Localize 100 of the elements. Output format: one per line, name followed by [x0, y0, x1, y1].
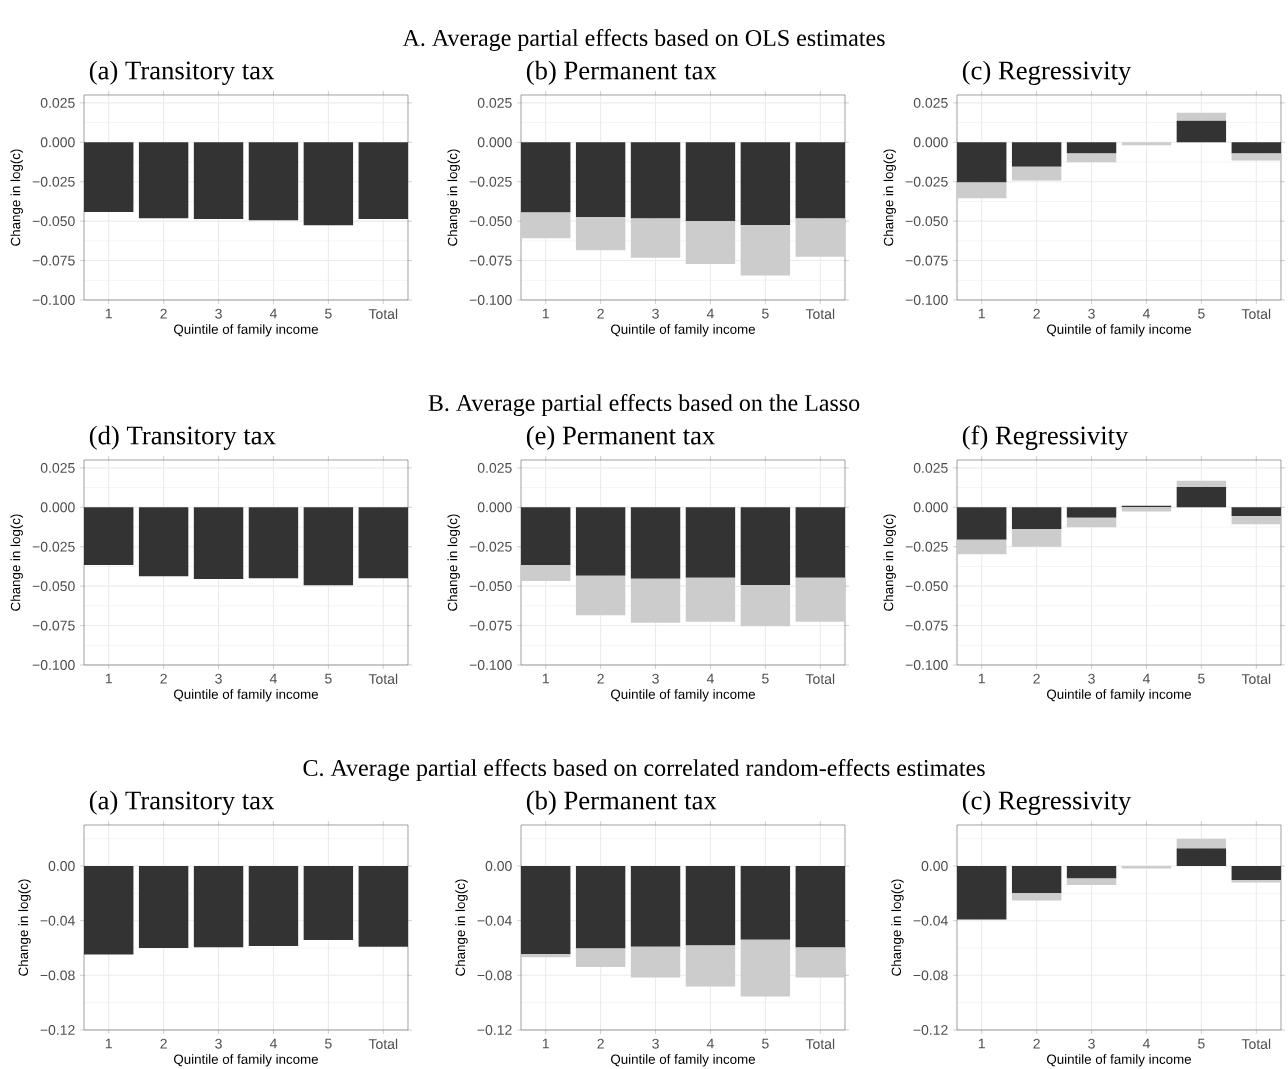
bar [521, 142, 571, 213]
bar [740, 939, 791, 997]
bar [740, 224, 791, 276]
bar [1121, 507, 1172, 512]
x-tick-label: 5 [325, 1038, 332, 1049]
bar [1066, 517, 1117, 528]
y-tick-label: −0.075 [32, 620, 75, 631]
y-tick-label: 0.025 [913, 97, 948, 108]
bar [740, 507, 791, 585]
bar [630, 946, 681, 978]
x-axis-title: Quintile of family income [1047, 689, 1191, 702]
x-tick-label: 1 [105, 1038, 112, 1049]
bar [575, 217, 626, 251]
bar [1231, 507, 1281, 516]
bar [1231, 880, 1281, 883]
y-tick-label: 0.025 [477, 462, 512, 473]
y-tick-label: −0.050 [469, 216, 512, 227]
x-tick-label: 1 [978, 308, 985, 319]
x-tick-label: 4 [269, 1038, 277, 1049]
x-tick-label: 4 [1142, 1038, 1150, 1049]
bar [1066, 866, 1117, 879]
y-tick-label: −0.08 [40, 970, 75, 981]
bar [1066, 153, 1117, 163]
y-axis-title: Change in log(c) [447, 514, 460, 611]
x-tick-label: 2 [1033, 308, 1040, 319]
x-tick-label: 4 [706, 673, 714, 684]
bar [1231, 866, 1281, 881]
x-tick-label: 4 [706, 1038, 714, 1049]
y-tick-label: −0.025 [905, 176, 948, 187]
y-tick-label: −0.12 [477, 1025, 512, 1035]
y-tick-label: 0.000 [477, 137, 512, 148]
x-tick-label: 3 [652, 1038, 659, 1049]
chart-title: (b) Permanent tax [526, 60, 717, 85]
x-tick-label: Total [1241, 673, 1271, 684]
x-tick-label: Total [368, 308, 398, 319]
y-tick-label: −0.025 [32, 176, 75, 187]
x-tick-label: 3 [215, 673, 222, 684]
y-tick-label: 0.000 [40, 137, 75, 148]
x-tick-label: 1 [542, 1038, 549, 1049]
bar [957, 539, 1007, 555]
bar [1231, 515, 1281, 525]
y-tick-label: 0.025 [40, 97, 75, 108]
y-tick-label: 0.00 [485, 861, 512, 871]
bar [740, 142, 791, 225]
bar [1176, 480, 1227, 487]
bar [575, 866, 626, 949]
y-tick-label: −0.100 [469, 295, 512, 305]
x-tick-label: 4 [269, 308, 277, 319]
x-tick-label: 2 [160, 1038, 167, 1049]
y-axis-title: Change in log(c) [891, 879, 904, 976]
x-tick-label: 1 [542, 308, 549, 319]
x-tick-label: 1 [542, 673, 549, 684]
bar [1176, 112, 1227, 121]
x-tick-label: 3 [1088, 673, 1095, 684]
text: C. Average partial effects based on correlated random-effects estimates [303, 758, 985, 782]
x-tick-label: 5 [325, 673, 332, 684]
y-tick-label: −0.08 [477, 970, 512, 981]
x-axis-title: Quintile of family income [174, 324, 318, 337]
x-tick-label: 3 [1088, 308, 1095, 319]
bar [1066, 507, 1117, 518]
x-tick-label: Total [805, 673, 835, 684]
bar [1011, 893, 1062, 901]
y-tick-label: −0.100 [32, 295, 75, 305]
y-axis-title: Change in log(c) [10, 514, 23, 611]
y-tick-label: −0.050 [32, 216, 75, 227]
bar [685, 221, 736, 264]
bar [795, 866, 845, 948]
x-tick-label: 4 [269, 673, 277, 684]
y-tick-label: 0.00 [48, 861, 75, 871]
chart-title: (b) Permanent tax [526, 790, 717, 815]
x-tick-label: Total [1241, 308, 1271, 319]
y-axis-title: Change in log(c) [883, 149, 896, 246]
bar [521, 507, 571, 566]
y-tick-label: −0.025 [469, 541, 512, 552]
y-axis-title: Change in log(c) [18, 879, 31, 976]
y-tick-label: −0.075 [905, 620, 948, 631]
bar [630, 142, 681, 219]
x-tick-label: 5 [325, 308, 332, 319]
bar [957, 182, 1007, 199]
bar [630, 218, 681, 258]
y-tick-label: −0.075 [32, 255, 75, 266]
y-tick-label: 0.000 [477, 502, 512, 513]
bar [957, 507, 1007, 540]
x-tick-label: 2 [1033, 1038, 1040, 1049]
x-tick-label: 2 [597, 1038, 604, 1049]
bar [630, 866, 681, 947]
x-tick-label: 4 [1142, 308, 1150, 319]
bar [575, 142, 626, 218]
bar [521, 954, 571, 958]
y-tick-label: −0.12 [913, 1025, 948, 1035]
bar [1011, 507, 1062, 529]
y-tick-label: 0.00 [921, 861, 948, 871]
x-tick-label: 2 [597, 673, 604, 684]
x-tick-label: Total [805, 1038, 835, 1049]
bar [1066, 878, 1117, 885]
bar [740, 584, 791, 627]
x-axis-title: Quintile of family income [611, 1054, 755, 1067]
y-axis-title: Change in log(c) [447, 149, 460, 246]
y-tick-label: −0.04 [477, 915, 512, 926]
y-tick-label: −0.100 [32, 660, 75, 670]
